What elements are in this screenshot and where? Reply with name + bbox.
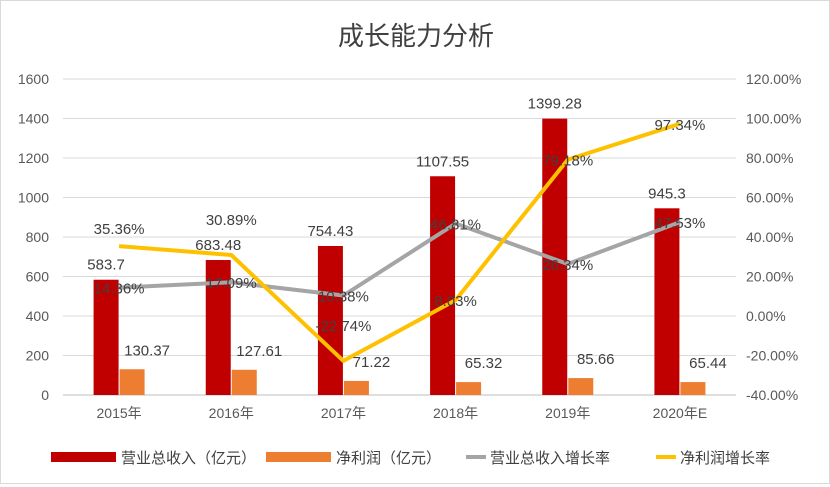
net-profit-bar: [343, 380, 369, 395]
bar-data-label: 130.37: [124, 342, 170, 359]
net-profit-growth-line: [118, 121, 681, 363]
legend-label: 净利润（亿元）: [336, 450, 441, 467]
left-tick-label: 200: [26, 348, 50, 364]
left-tick-label: 0: [41, 387, 49, 403]
legend-swatch: [51, 452, 116, 462]
right-tick-label: 40.00%: [746, 229, 793, 245]
line-data-label: 14.36%: [94, 281, 145, 298]
left-tick-label: 600: [26, 269, 50, 285]
right-tick-label: 100.00%: [746, 111, 801, 127]
category-label: 2015年: [97, 405, 142, 421]
right-tick-label: -20.00%: [746, 348, 798, 364]
category-label: 2017年: [321, 405, 366, 421]
net-profit-bar: [568, 378, 594, 395]
bar-data-label: 1399.28: [528, 96, 582, 113]
legend-label: 营业总收入增长率: [490, 450, 610, 467]
revenue-bar: [430, 176, 456, 395]
bar-data-label: 65.32: [465, 355, 503, 372]
right-tick-label: 20.00%: [746, 269, 793, 285]
bar-data-label: 65.44: [689, 355, 727, 372]
left-tick-label: 1600: [18, 71, 49, 87]
category-label: 2018年: [433, 405, 478, 421]
chart-title: 成长能力分析: [338, 21, 494, 51]
legend-swatch: [266, 452, 331, 462]
right-tick-label: 60.00%: [746, 190, 793, 206]
left-tick-label: 1000: [18, 190, 49, 206]
line-data-label: 26.34%: [542, 257, 593, 274]
net-profit-bar: [456, 382, 482, 395]
bar-data-label: 583.7: [87, 257, 125, 274]
net-profit-bar: [231, 369, 257, 395]
line-data-label: 35.36%: [94, 221, 145, 238]
legend-label: 净利润增长率: [680, 450, 770, 467]
bar-data-label: 683.48: [195, 237, 241, 254]
category-label: 2020年E: [653, 405, 707, 421]
bar-data-label: 754.43: [307, 223, 353, 240]
bar-data-label: 1107.55: [416, 153, 469, 170]
revenue-bar: [317, 246, 343, 395]
line-data-label: 17.09%: [206, 275, 257, 292]
revenue-growth-line: [118, 220, 681, 298]
net-profit-bar: [680, 382, 706, 395]
revenue-bar: [654, 208, 680, 395]
line-data-label: 10.38%: [318, 288, 369, 305]
line-data-label: 8.03%: [434, 293, 477, 310]
line-data-label: 79.18%: [542, 153, 593, 170]
line-data-label: 46.81%: [430, 217, 481, 234]
left-tick-label: 400: [26, 308, 50, 324]
line-data-label: -22.74%: [315, 318, 371, 335]
bar-data-label: 71.22: [353, 354, 391, 371]
left-tick-label: 800: [26, 229, 50, 245]
right-tick-label: 120.00%: [746, 71, 801, 87]
category-label: 2016年: [209, 405, 254, 421]
right-tick-label: 80.00%: [746, 150, 793, 166]
line-data-label: 30.89%: [206, 212, 257, 229]
bar-data-label: 127.61: [236, 343, 282, 360]
bar-data-label: 85.66: [577, 351, 615, 368]
legend-label: 营业总收入（亿元）: [121, 450, 256, 467]
category-label: 2019年: [545, 405, 590, 421]
right-tick-label: 0.00%: [746, 308, 786, 324]
net-profit-bar: [119, 369, 145, 395]
line-data-label: 47.53%: [654, 215, 705, 232]
line-data-label: 97.34%: [654, 117, 705, 134]
left-tick-label: 1400: [18, 111, 49, 127]
revenue-bar: [93, 279, 119, 395]
bar-data-label: 945.3: [648, 185, 686, 202]
right-tick-label: -40.00%: [746, 387, 798, 403]
left-tick-label: 1200: [18, 150, 49, 166]
